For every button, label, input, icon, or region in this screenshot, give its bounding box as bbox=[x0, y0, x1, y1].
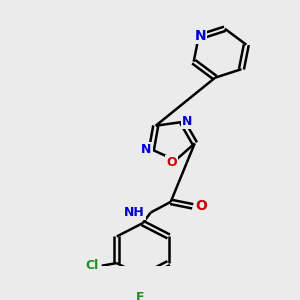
Text: Cl: Cl bbox=[85, 259, 98, 272]
Text: O: O bbox=[195, 199, 207, 213]
Text: NH: NH bbox=[124, 206, 145, 219]
Text: N: N bbox=[195, 29, 206, 44]
Text: F: F bbox=[136, 291, 144, 300]
Text: N: N bbox=[182, 116, 193, 128]
Text: N: N bbox=[141, 143, 152, 156]
Text: O: O bbox=[166, 156, 177, 169]
